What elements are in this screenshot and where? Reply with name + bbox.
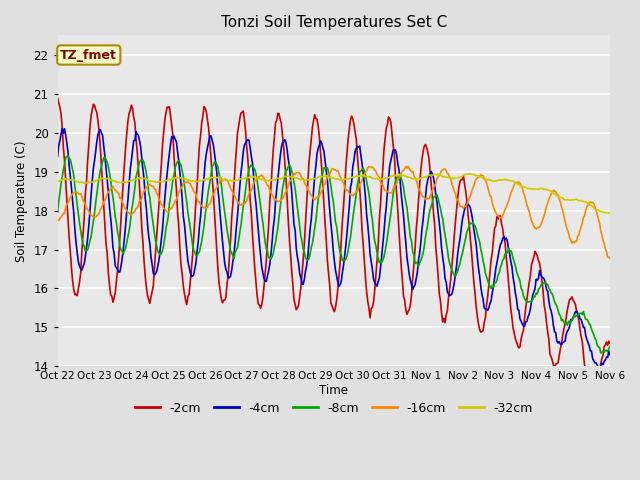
- -8cm: [364, 184, 372, 190]
- -2cm: [225, 255, 233, 261]
- -4cm: [596, 366, 604, 372]
- -16cm: [404, 163, 412, 169]
- -4cm: [557, 341, 564, 347]
- -32cm: [287, 174, 294, 180]
- Line: -2cm: -2cm: [58, 98, 610, 388]
- -32cm: [605, 210, 612, 216]
- -16cm: [557, 199, 564, 205]
- -32cm: [363, 174, 371, 180]
- -2cm: [606, 340, 614, 346]
- -32cm: [465, 170, 473, 176]
- -8cm: [606, 344, 614, 349]
- Line: -4cm: -4cm: [58, 129, 610, 369]
- -4cm: [227, 273, 234, 279]
- -2cm: [363, 289, 371, 295]
- -8cm: [390, 184, 398, 190]
- -16cm: [606, 255, 614, 261]
- -16cm: [389, 186, 397, 192]
- -32cm: [389, 172, 397, 178]
- Line: -8cm: -8cm: [58, 156, 610, 353]
- -16cm: [363, 168, 371, 174]
- -4cm: [58, 126, 66, 132]
- -32cm: [606, 210, 614, 216]
- X-axis label: Time: Time: [319, 384, 348, 397]
- -8cm: [461, 240, 468, 245]
- Legend: -2cm, -4cm, -8cm, -16cm, -32cm: -2cm, -4cm, -8cm, -16cm, -32cm: [129, 396, 538, 420]
- -2cm: [54, 95, 61, 101]
- Text: TZ_fmet: TZ_fmet: [60, 48, 117, 61]
- -4cm: [288, 188, 296, 194]
- Y-axis label: Soil Temperature (C): Soil Temperature (C): [15, 140, 28, 262]
- -4cm: [54, 154, 61, 159]
- Line: -32cm: -32cm: [58, 173, 610, 213]
- -4cm: [461, 206, 468, 212]
- -8cm: [54, 209, 61, 215]
- -8cm: [597, 350, 605, 356]
- -2cm: [556, 353, 563, 359]
- -16cm: [54, 217, 61, 223]
- -32cm: [460, 172, 467, 178]
- -8cm: [557, 313, 564, 319]
- -32cm: [557, 194, 564, 200]
- -2cm: [589, 385, 596, 391]
- -2cm: [287, 251, 294, 256]
- Title: Tonzi Soil Temperatures Set C: Tonzi Soil Temperatures Set C: [221, 15, 447, 30]
- -32cm: [225, 178, 233, 183]
- -8cm: [64, 153, 72, 158]
- -4cm: [364, 222, 372, 228]
- -16cm: [287, 178, 294, 184]
- -4cm: [390, 147, 398, 153]
- -16cm: [225, 182, 233, 188]
- -4cm: [606, 352, 614, 358]
- -2cm: [389, 142, 397, 148]
- -8cm: [288, 168, 296, 173]
- Line: -16cm: -16cm: [58, 166, 610, 258]
- -8cm: [227, 248, 234, 253]
- -32cm: [54, 178, 61, 184]
- -2cm: [460, 173, 467, 179]
- -16cm: [461, 204, 468, 209]
